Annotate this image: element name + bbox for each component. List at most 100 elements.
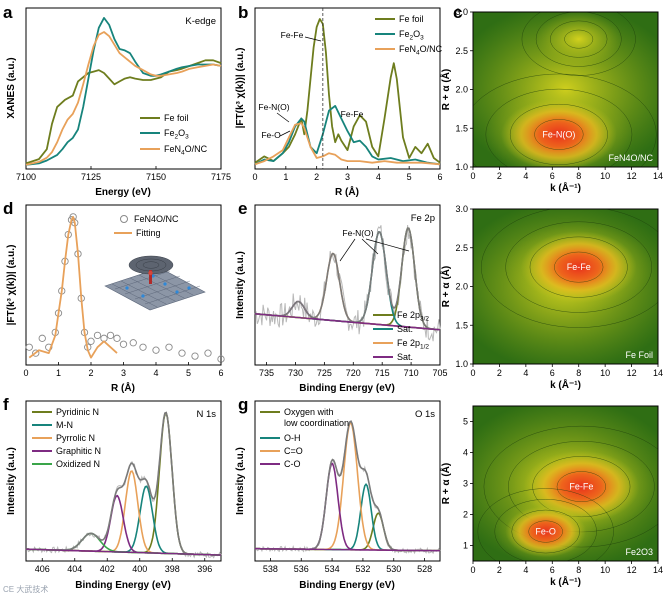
- x-tick-label-b-2: 2: [314, 172, 319, 182]
- legend-g-1b: low coordination: [284, 418, 349, 428]
- annotation-e-arrow-3: [365, 238, 410, 252]
- wt-xlabel-0: k (Å⁻¹): [550, 181, 581, 194]
- panel-letter-a: a: [3, 3, 13, 22]
- data-point-d-1: [32, 349, 40, 357]
- wt-ytick-label-1-0: 1.0: [455, 359, 468, 369]
- legend-f: Pyridinic N M-N Pyrrolic N Graphitic N O…: [32, 407, 101, 469]
- wt-xtick-label-2-4: 8: [576, 565, 581, 575]
- x-tick-label-f-4: 398: [165, 564, 180, 574]
- wt-ytick-label-2-0: 1: [463, 541, 468, 551]
- wt-xtick-label-0-7: 14: [653, 171, 663, 181]
- legend-e: Fe 2p3/2 Sat. Fe 2p1/2 Sat.: [373, 310, 429, 362]
- wt-xtick-label-2-5: 10: [600, 565, 610, 575]
- data-point-d-22: [129, 339, 137, 347]
- series-line-a-0: [25, 59, 222, 165]
- wt-xtick-label-1-2: 4: [523, 368, 528, 378]
- legend-b: Fe foil Fe2O3 FeN4O/NC: [375, 14, 443, 57]
- wt-contour-wt2-0-2: [529, 236, 628, 298]
- wt-xtick-label-1-6: 12: [627, 368, 637, 378]
- annotation-b-fe-fe-1: Fe-Fe: [281, 30, 304, 40]
- wt-label-wt3-1: Fe-O: [535, 527, 556, 537]
- x-tick-label-b-3: 3: [345, 172, 350, 182]
- series-line-a-2: [25, 31, 222, 166]
- wt-sample-wt1: FeN4O/NC: [608, 153, 653, 163]
- wt-contour-wt2-0-3: [505, 221, 653, 313]
- x-tick-label-d-1: 1: [56, 368, 61, 378]
- data-point-d-27: [191, 352, 199, 360]
- wt-ytick-label-2-2: 3: [463, 479, 468, 489]
- y-axis-label-e: Intensity (a.u.): [235, 251, 246, 319]
- wt-xtick-label-1-5: 10: [600, 368, 610, 378]
- peak-g-3: [255, 462, 440, 552]
- wt-ytick-label-0-4: 3.0: [455, 7, 468, 17]
- legend-text-fe-foil: Fe foil: [164, 113, 189, 123]
- panel-letter-e: e: [238, 199, 247, 218]
- wt-ytick-label-1-1: 1.5: [455, 320, 468, 330]
- x-tick-label-f-3: 400: [132, 564, 147, 574]
- x-tick-label-b-6: 6: [437, 172, 442, 182]
- wt-xtick-label-0-2: 4: [523, 171, 528, 181]
- series-line-a-1: [25, 17, 222, 166]
- wt-ytick-label-0-0: 1.0: [455, 162, 468, 172]
- legend-f-4: Graphitic N: [56, 446, 101, 456]
- wt-xtick-label-2-0: 0: [470, 565, 475, 575]
- x-tick-label-g-2: 534: [325, 564, 340, 574]
- data-point-d-25: [165, 343, 173, 351]
- wt-ylabel-1: R + α (Å): [439, 266, 452, 307]
- wt-contour-wt3-0-1: [556, 471, 606, 502]
- legend-text-fe2o3-o: O: [178, 128, 185, 138]
- wavelet-map-fe2o3: Fe-Fe Fe-O Fe2O3: [473, 406, 658, 561]
- corner-label-a: K-edge: [185, 16, 216, 27]
- panel-letter-b: b: [238, 3, 248, 22]
- y-axis-label-f: Intensity (a.u.): [6, 447, 17, 515]
- wavelet-map-fen4o: Fe-N(O) FeN4O/NC: [473, 12, 658, 167]
- wt-contour-wt2-0-4: [481, 209, 658, 328]
- legend-text-fe2o3: Fe2O3: [164, 128, 189, 141]
- annotation-b-arrow-1: [304, 36, 322, 42]
- annotation-e-arrow-1: [339, 238, 356, 262]
- legend-g: Oxygen with low coordination O-H C=O C-O: [260, 407, 349, 469]
- wt-contour-wt1-1-2: [550, 20, 608, 58]
- wt-label-wt3-0: Fe-Fe: [569, 482, 593, 492]
- annotation-e-arrow-2: [361, 238, 379, 255]
- wt-xtick-label-2-6: 12: [627, 565, 637, 575]
- data-point-d-17: [93, 331, 102, 340]
- legend-text-b-fen4o-a: FeN: [399, 44, 416, 54]
- plot-area-e: 735 730 725 720 715 710 705: [254, 224, 448, 378]
- wt-hotspot-wt3-1: [505, 505, 587, 558]
- x-tick-label-a-0: 7100: [16, 172, 36, 182]
- panel-g: 538 536 534 532 530 528 O 1s Binding Energy (…: [235, 400, 441, 591]
- wt-ytick-label-2-4: 5: [463, 417, 468, 427]
- wavelet-axes: 0 2 4 6 8 10 12 141.01.52.02.53.0k (Å⁻¹)R + α (…: [439, 7, 663, 588]
- plot-frame-e: [254, 204, 441, 366]
- legend-e-2: Sat.: [397, 324, 413, 334]
- wt-xtick-label-1-3: 6: [550, 368, 555, 378]
- data-point-d-2: [38, 334, 46, 342]
- wt-contour-wt3-1-2: [511, 509, 580, 554]
- plot-area-a: 7100 7125 7150 7175: [16, 17, 231, 182]
- peak-g-0: [255, 512, 440, 552]
- panel-f: 406 404 402 400 398 396 N 1s Binding Energy (…: [6, 400, 222, 591]
- plot-frame-g: [254, 400, 441, 562]
- data-point-d-3: [45, 343, 53, 351]
- wavelet-map-fefoil: Fe-Fe Fe Foil: [473, 209, 658, 364]
- data-point-d-0: [25, 343, 33, 351]
- x-tick-label-g-4: 530: [386, 564, 401, 574]
- wt-xtick-label-0-1: 2: [497, 171, 502, 181]
- data-point-d-21: [119, 340, 128, 348]
- wt-xtick-label-1-4: 8: [576, 368, 581, 378]
- legend-a: Fe foil Fe2O3 FeN4O/NC: [140, 113, 208, 157]
- data-point-d-23: [139, 343, 147, 351]
- legend-f-1: Pyridinic N: [56, 407, 99, 417]
- x-tick-label-e-3: 720: [346, 368, 361, 378]
- corner-label-g: O 1s: [415, 409, 435, 420]
- legend-f-3: Pyrrolic N: [56, 433, 95, 443]
- legend-text-fen4o-b: O/NC: [185, 144, 208, 154]
- legend-text-b-fe-foil: Fe foil: [399, 14, 424, 24]
- y-axis-label-g: Intensity (a.u.): [235, 447, 246, 515]
- wt-contour-wt3-1-3: [494, 499, 597, 561]
- x-tick-label-e-0: 735: [259, 368, 274, 378]
- x-tick-label-b-4: 4: [376, 172, 381, 182]
- wt-xlabel-1: k (Å⁻¹): [550, 378, 581, 391]
- x-tick-label-g-3: 532: [355, 564, 370, 574]
